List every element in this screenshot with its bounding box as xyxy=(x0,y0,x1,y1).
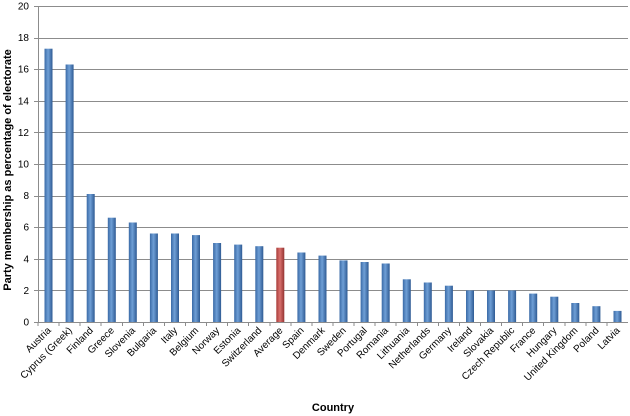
bar xyxy=(613,310,622,322)
bar xyxy=(255,246,264,322)
bar xyxy=(65,64,74,322)
gridlines xyxy=(38,6,628,291)
bar xyxy=(192,235,200,322)
bar xyxy=(466,290,474,322)
bar xyxy=(171,233,179,322)
x-tick-label: Latvia xyxy=(596,325,623,352)
bar xyxy=(128,222,137,322)
bar xyxy=(423,282,432,322)
bar xyxy=(44,48,53,322)
y-axis-title: Party membership as percentage of electo… xyxy=(2,49,14,290)
y-tick-label: 18 xyxy=(18,33,30,44)
bar xyxy=(149,233,158,322)
bars xyxy=(44,48,622,322)
y-tick-label: 14 xyxy=(18,96,30,107)
bar xyxy=(529,293,538,322)
bar xyxy=(86,194,95,322)
y-tick-label: 10 xyxy=(18,160,30,171)
y-tick-label: 20 xyxy=(18,2,30,13)
bar xyxy=(234,244,243,322)
bar xyxy=(402,279,411,322)
bar xyxy=(297,252,306,322)
bar xyxy=(592,306,601,322)
bar xyxy=(360,262,369,322)
bar xyxy=(213,243,222,322)
x-axis-title: Country xyxy=(312,402,355,414)
y-tick-label: 8 xyxy=(23,191,29,202)
y-tick-label: 4 xyxy=(23,254,29,265)
y-tick-label: 12 xyxy=(18,128,30,139)
y-tick-label: 16 xyxy=(18,65,30,76)
bar xyxy=(550,296,559,322)
bar xyxy=(508,290,517,322)
bar-average xyxy=(276,247,285,322)
bar xyxy=(381,263,390,322)
bar xyxy=(487,290,495,322)
y-tick-label: 2 xyxy=(23,286,29,297)
y-tick-labels: 0 2 4 6 8 10 12 14 16 18 20 xyxy=(18,2,38,329)
y-tick-label: 0 xyxy=(23,318,29,329)
bar xyxy=(444,285,453,322)
bar xyxy=(339,260,348,322)
bar xyxy=(571,303,580,322)
bar xyxy=(318,255,327,322)
y-tick-label: 6 xyxy=(23,223,29,234)
bar xyxy=(107,217,116,322)
